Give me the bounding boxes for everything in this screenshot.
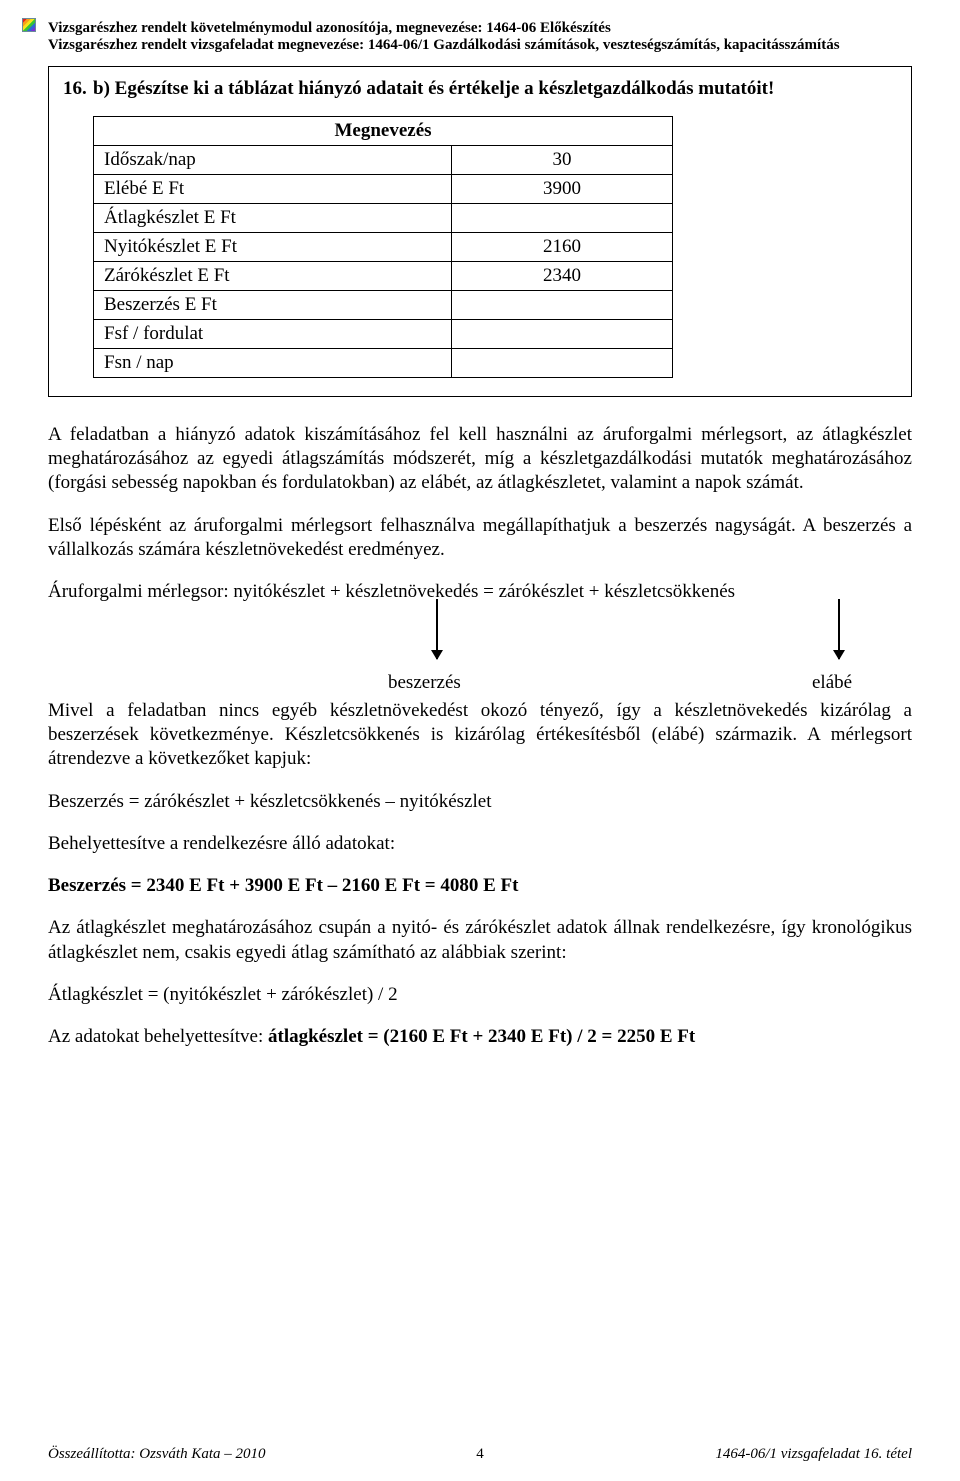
arrow-label-right: elábé (812, 671, 852, 695)
table-cell-value: 2340 (452, 261, 673, 290)
table-row: Időszak/nap 30 (94, 145, 673, 174)
arrow-diagram: beszerzés elábé (48, 599, 912, 699)
table-row: Zárókészlet E Ft 2340 (94, 261, 673, 290)
table-cell-value: 2160 (452, 232, 673, 261)
table-cell-label: Fsf / fordulat (94, 319, 452, 348)
paragraph: Az átlagkészlet meghatározásához csupán … (48, 916, 912, 965)
body-text: A feladatban a hiányzó adatok kiszámítás… (48, 423, 912, 1050)
table-cell-value (452, 319, 673, 348)
paragraph: Behelyettesítve a rendelkezésre álló ada… (48, 832, 912, 856)
table-cell-label: Elébé E Ft (94, 174, 452, 203)
arrow-down-icon (436, 599, 438, 659)
table-cell-label: Zárókészlet E Ft (94, 261, 452, 290)
header-line-2: Vizsgarészhez rendelt vizsgafeladat megn… (48, 37, 912, 54)
paragraph-bold: Beszerzés = 2340 E Ft + 3900 E Ft – 2160… (48, 874, 912, 898)
paragraph: Beszerzés = zárókészlet + készletcsökken… (48, 790, 912, 814)
table-cell-label: Nyitókészlet E Ft (94, 232, 452, 261)
paragraph: A feladatban a hiányzó adatok kiszámítás… (48, 423, 912, 496)
header-line-1: Vizsgarészhez rendelt követelménymodul a… (48, 20, 912, 37)
footer: Összeállította: Ozsváth Kata – 2010 4 14… (48, 1446, 912, 1463)
paragraph-bold-inline: átlagkészlet = (2160 E Ft + 2340 E Ft) /… (268, 1026, 695, 1047)
table-cell-label: Beszerzés E Ft (94, 290, 452, 319)
table-row: Nyitókészlet E Ft 2160 (94, 232, 673, 261)
question-text: b) Egészítse ki a táblázat hiányzó adata… (93, 77, 897, 102)
paragraph: Az adatokat behelyettesítve: átlagkészle… (48, 1025, 912, 1049)
table-cell-label: Fsn / nap (94, 348, 452, 377)
table-header: Megnevezés (94, 116, 673, 145)
table-row: Beszerzés E Ft (94, 290, 673, 319)
paragraph-inline: Az adatokat behelyettesítve: (48, 1026, 268, 1047)
table-row: Fsf / fordulat (94, 319, 673, 348)
table-cell-value (452, 290, 673, 319)
paragraph: Átlagkészlet = (nyitókészlet + zárókészl… (48, 983, 912, 1007)
table-cell-value: 3900 (452, 174, 673, 203)
color-indicator-icon (22, 18, 36, 32)
arrow-down-icon (838, 599, 840, 659)
arrow-label-left: beszerzés (388, 671, 461, 695)
table-cell-value (452, 203, 673, 232)
question-row: 16. b) Egészítse ki a táblázat hiányzó a… (63, 77, 897, 102)
data-table: Megnevezés Időszak/nap 30 Elébé E Ft 390… (93, 116, 673, 378)
question-number: 16. (63, 77, 93, 102)
paragraph: Mivel a feladatban nincs egyéb készletnö… (48, 699, 912, 772)
footer-page-number: 4 (48, 1446, 912, 1463)
question-frame: 16. b) Egészítse ki a táblázat hiányzó a… (48, 66, 912, 397)
table-row: Fsn / nap (94, 348, 673, 377)
page: Vizsgarészhez rendelt követelménymodul a… (0, 0, 960, 1481)
table-cell-label: Átlagkészlet E Ft (94, 203, 452, 232)
table-cell-value: 30 (452, 145, 673, 174)
table-header-row: Megnevezés (94, 116, 673, 145)
paragraph: Első lépésként az áruforgalmi mérlegsort… (48, 514, 912, 563)
table-row: Átlagkészlet E Ft (94, 203, 673, 232)
table-cell-label: Időszak/nap (94, 145, 452, 174)
table-row: Elébé E Ft 3900 (94, 174, 673, 203)
table-cell-value (452, 348, 673, 377)
